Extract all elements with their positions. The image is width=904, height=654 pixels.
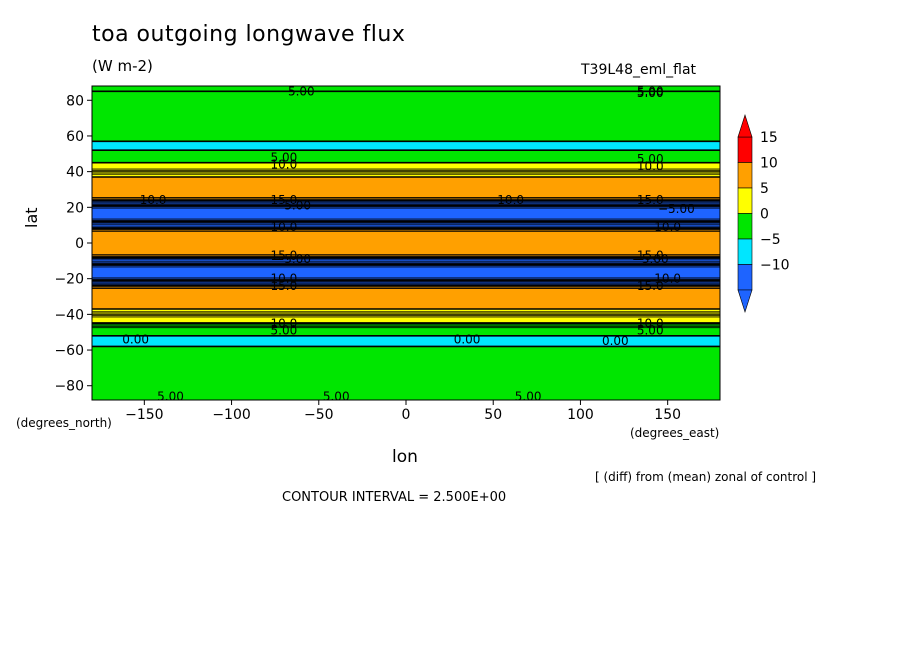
contour-label: 15.0 [271, 193, 298, 207]
colorbar-label: 0 [760, 207, 769, 223]
contour-label: 10.0 [271, 220, 298, 234]
zonal-band-0 [92, 86, 720, 92]
contour-label: 0.00 [454, 332, 481, 346]
zonal-band-14 [92, 309, 720, 324]
colorbar-label: 5 [760, 181, 769, 197]
zonal-band-16 [92, 335, 720, 347]
colorbar-swatch [737, 238, 753, 265]
zonal-band-7 [92, 205, 720, 222]
y-tick-label: −60 [54, 343, 84, 359]
contour-label: 5.00 [271, 323, 298, 337]
diff-note: [ (diff) from (mean) zonal of control ] [595, 470, 817, 484]
contour-label: 5.00 [288, 84, 315, 98]
contour-label: 0.00 [602, 334, 629, 348]
colorbar-swatch [737, 264, 753, 291]
x-tick-label: 50 [484, 407, 502, 423]
contour-label: 10.0 [497, 193, 524, 207]
colorbar-label: 10 [760, 156, 778, 172]
zonal-band-3 [92, 150, 720, 163]
x-tick-label: 150 [654, 407, 681, 423]
zonal-band-8 [92, 221, 720, 229]
contour-label: 15.0 [637, 248, 664, 262]
contour-label: 10.0 [140, 193, 167, 207]
contour-label: 10.0 [271, 158, 298, 172]
zonal-band-13 [92, 285, 720, 310]
y-tick-label: 60 [66, 129, 84, 145]
contour-label: 5.00 [637, 86, 664, 100]
colorbar-swatch [737, 213, 753, 240]
contour-label: 5.00 [323, 389, 350, 403]
units-label: (W m-2) [92, 57, 153, 75]
y-axis-units: (degrees_north) [16, 416, 112, 430]
y-tick-label: −20 [54, 272, 84, 288]
colorbar-label: 15 [760, 130, 778, 146]
contour-label: −5.00 [274, 199, 311, 213]
colorbar-bottom-arrow [737, 289, 753, 313]
colorbar-label: −5 [760, 232, 781, 248]
y-tick-label: 40 [66, 165, 84, 181]
contour-label: −5.00 [274, 252, 311, 266]
colorbar-swatch [737, 162, 753, 189]
x-tick-label: −150 [125, 407, 163, 423]
contour-label: 5.00 [637, 84, 664, 98]
contour-label: −5.00 [632, 252, 669, 266]
contour-label: 5.00 [515, 389, 542, 403]
x-tick-label: 0 [402, 407, 411, 423]
contour-label: 10.0 [654, 220, 681, 234]
x-tick-label: −100 [212, 407, 250, 423]
zonal-band-9 [92, 228, 720, 258]
contour-label: 0.00 [122, 332, 149, 346]
zonal-band-10 [92, 257, 720, 265]
contour-label: 10.0 [271, 272, 298, 286]
zonal-band-11 [92, 264, 720, 281]
contour-label: 15.0 [271, 279, 298, 293]
run-label: T39L48_eml_flat [581, 62, 697, 78]
zonal-band-17 [92, 346, 720, 400]
y-tick-label: −80 [54, 379, 84, 395]
chart-title: toa outgoing longwave flux [92, 22, 406, 47]
contour-interval: CONTOUR INTERVAL = 2.500E+00 [282, 490, 507, 505]
x-axis-units: (degrees_east) [630, 426, 720, 440]
x-tick-label: −50 [304, 407, 334, 423]
colorbar-top-arrow [737, 114, 753, 138]
y-tick-label: 20 [66, 200, 84, 216]
zonal-band-5 [92, 176, 720, 201]
y-tick-label: −40 [54, 307, 84, 323]
y-tick-label: 80 [66, 93, 84, 109]
contour-label: 10.0 [637, 316, 664, 330]
contour-label: 5.00 [637, 323, 664, 337]
y-tick-label: 0 [75, 236, 84, 252]
contour-label: 10.0 [654, 272, 681, 286]
contour-label: 15.0 [271, 248, 298, 262]
contour-label: 5.00 [271, 150, 298, 164]
contour-label: 5.00 [157, 389, 184, 403]
contour-label: 5.00 [637, 152, 664, 166]
colorbar-swatch [737, 136, 753, 163]
zonal-band-1 [92, 91, 720, 142]
colorbar-label: −10 [760, 258, 790, 274]
contour-label: −5.00 [658, 202, 695, 216]
zonal-band-2 [92, 141, 720, 151]
contour-label: 10.0 [637, 159, 664, 173]
x-axis-label: lon [392, 447, 418, 467]
x-tick-label: 100 [567, 407, 594, 423]
contour-label: 15.0 [637, 279, 664, 293]
contour-label: 10.0 [271, 316, 298, 330]
zonal-band-4 [92, 162, 720, 177]
contour-label: 15.0 [637, 193, 664, 207]
colorbar-swatch [737, 187, 753, 214]
